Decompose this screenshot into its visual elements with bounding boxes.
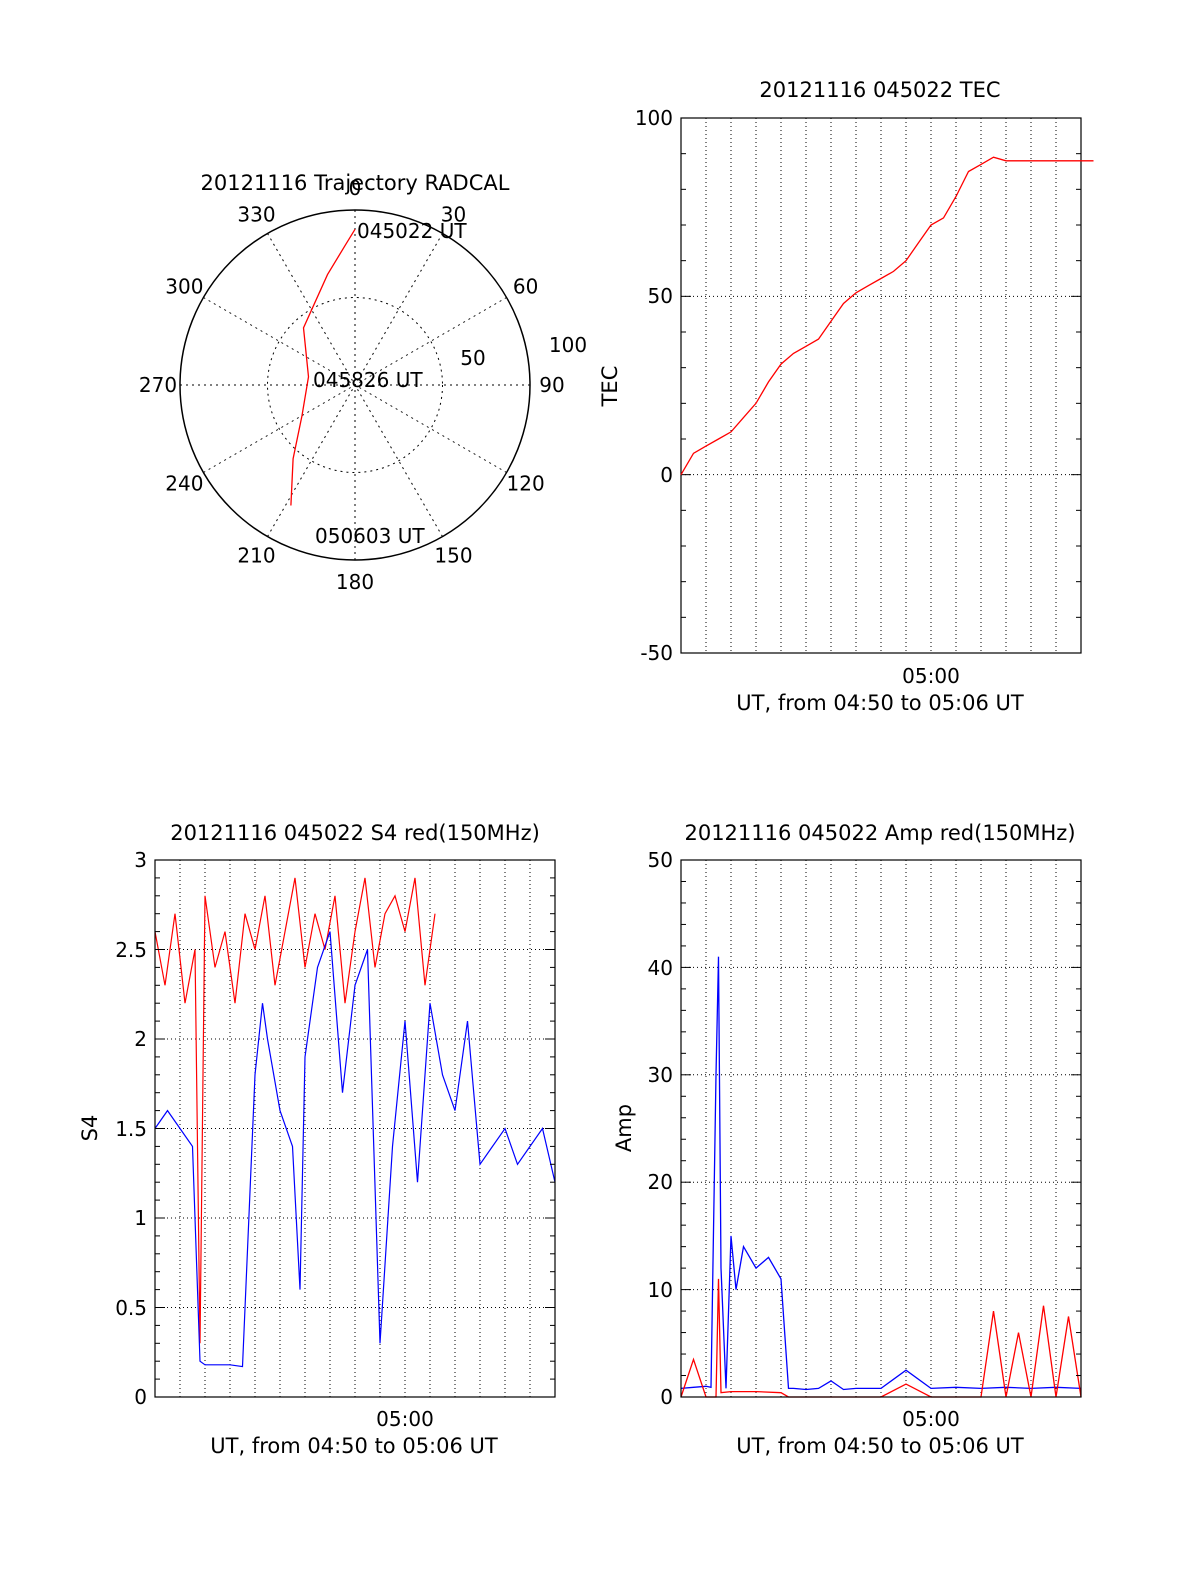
annotation-mid: 045826 UT — [313, 368, 423, 392]
tec-grid — [681, 118, 1081, 653]
s4-x-label: UT, from 04:50 to 05:06 UT — [210, 1434, 498, 1458]
amp-y-tick-20: 20 — [648, 1170, 673, 1194]
radial-label-100: 100 — [549, 333, 587, 357]
tec-plot-frame — [680, 117, 1082, 654]
tec-y-tick-50: 50 — [648, 284, 673, 308]
polar-angle-label: 180 — [336, 570, 374, 594]
s4-y-tick-2-5: 2.5 — [115, 938, 147, 962]
amp-y-tick-30: 30 — [648, 1063, 673, 1087]
tec-y-tick-100: 100 — [635, 106, 673, 130]
amp-y-tick-0: 0 — [660, 1385, 673, 1409]
polar-angle-label: 150 — [434, 544, 472, 568]
s4-y-tick-1: 1 — [134, 1206, 147, 1230]
tec-title: 20121116 045022 TEC — [759, 78, 1000, 102]
s4-y-tick-1-5: 1.5 — [115, 1117, 147, 1141]
s4-grid — [155, 860, 555, 1397]
polar-angle-labels: 0 30 60 90 120 150 180 210 240 270 300 330 — [139, 176, 565, 594]
amp-x-label: UT, from 04:50 to 05:06 UT — [736, 1434, 1024, 1458]
s4-y-ticks — [155, 859, 555, 1398]
s4-x-tick-0500: 05:00 — [376, 1407, 434, 1431]
s4-y-tick-2: 2 — [134, 1027, 147, 1051]
polar-ring-50 — [267, 297, 443, 473]
amp-y-tick-10: 10 — [648, 1278, 673, 1302]
tec-y-tick-0: 0 — [660, 463, 673, 487]
s4-red-series — [154, 877, 436, 1344]
amp-grid — [681, 860, 1081, 1397]
tec-y-label: TEC — [598, 366, 622, 408]
s4-panel: 20121116 045022 S4 red(150MHz) 3 2.5 2 1… — [78, 821, 556, 1458]
tec-x-tick-0500: 05:00 — [902, 664, 960, 688]
trajectory-track — [290, 228, 356, 506]
amp-x-tick-0500: 05:00 — [902, 1407, 960, 1431]
polar-angle-label: 120 — [507, 472, 545, 496]
annotation-end: 050603 UT — [315, 524, 425, 548]
polar-angle-label: 90 — [539, 373, 564, 397]
s4-y-tick-0-5: 0.5 — [115, 1296, 147, 1320]
polar-angle-label: 330 — [237, 202, 275, 226]
tec-x-label: UT, from 04:50 to 05:06 UT — [736, 691, 1024, 715]
s4-title: 20121116 045022 S4 red(150MHz) — [170, 821, 540, 845]
polar-angle-label: 300 — [165, 275, 203, 299]
s4-y-tick-3: 3 — [134, 848, 147, 872]
s4-blue-series — [154, 931, 556, 1368]
polar-grid — [179, 209, 531, 561]
tec-series-line — [680, 156, 1094, 476]
polar-angle-label: 0 — [349, 176, 362, 200]
polar-angle-label: 30 — [441, 202, 466, 226]
amp-blue-series — [680, 956, 1082, 1391]
s4-y-tick-0: 0 — [134, 1385, 147, 1409]
amp-y-ticks — [681, 859, 1081, 1398]
radial-label-50: 50 — [460, 346, 485, 370]
polar-spoke-150 — [267, 233, 443, 537]
amp-y-tick-50: 50 — [648, 848, 673, 872]
polar-angle-label: 240 — [165, 472, 203, 496]
amp-plot-frame — [680, 859, 1082, 1398]
polar-angle-label: 60 — [513, 275, 538, 299]
trajectory-title: 20121116 Trajectory RADCAL — [201, 171, 510, 195]
amp-panel: 20121116 045022 Amp red(150MHz) 50 40 30… — [612, 821, 1082, 1458]
tec-y-ticks — [681, 117, 1081, 654]
trajectory-panel: 20121116 Trajectory RADCAL 0 30 60 90 120 150… — [139, 171, 587, 594]
amp-y-tick-40: 40 — [648, 956, 673, 980]
tec-y-tick-minus50: -50 — [640, 641, 673, 665]
s4-y-label: S4 — [78, 1115, 102, 1142]
amp-title: 20121116 045022 Amp red(150MHz) — [684, 821, 1075, 845]
polar-angle-label: 270 — [139, 373, 177, 397]
tec-panel: 20121116 045022 TEC 100 50 0 -50 TEC 05:… — [598, 78, 1094, 715]
amp-y-label: Amp — [612, 1104, 636, 1152]
polar-angle-label: 210 — [237, 544, 275, 568]
annotation-start: 045022 UT — [357, 219, 467, 243]
